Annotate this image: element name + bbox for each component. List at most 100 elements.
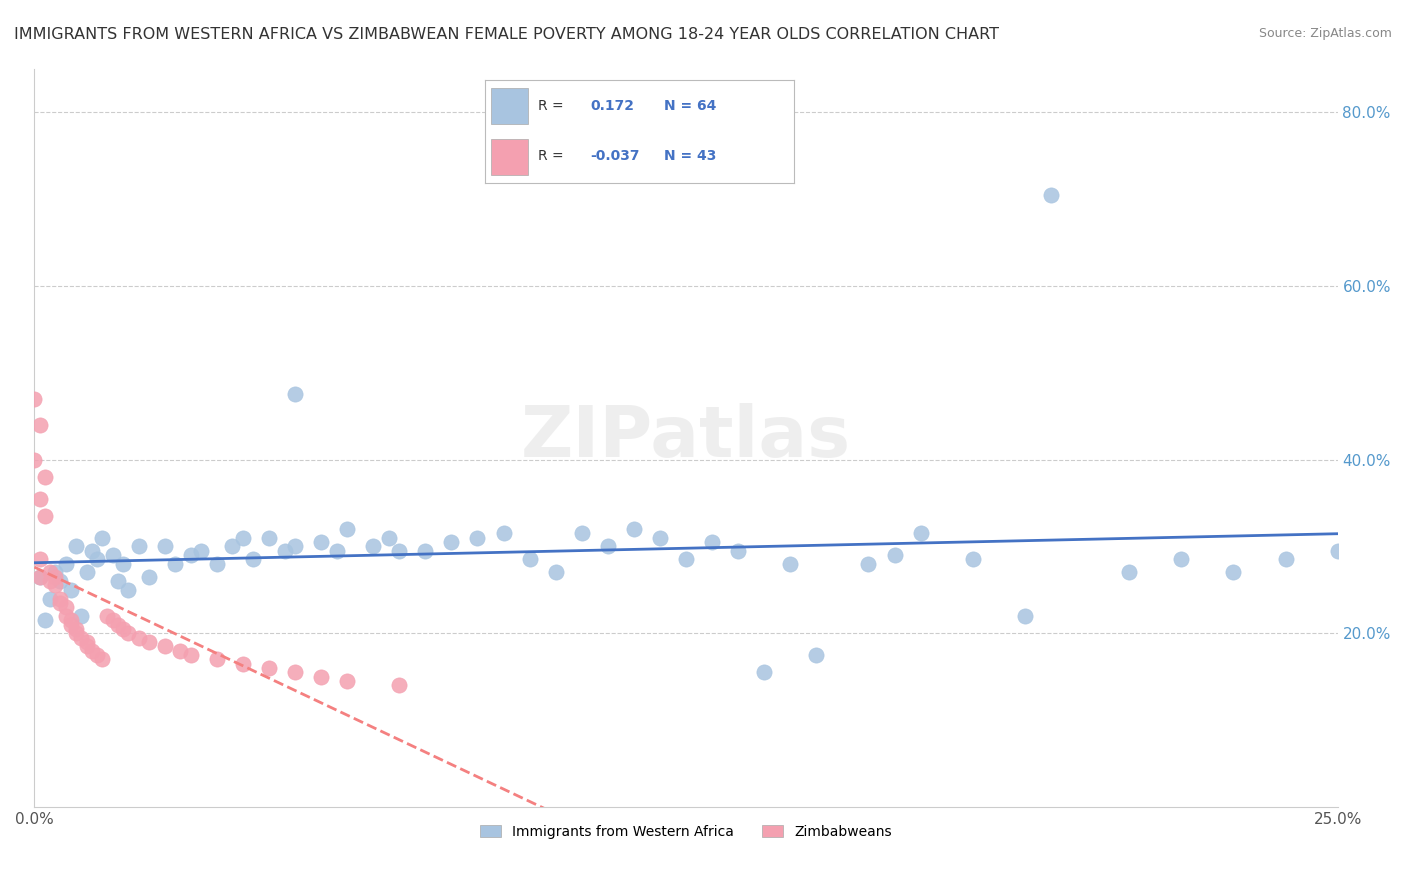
FancyBboxPatch shape xyxy=(491,88,529,124)
Point xyxy=(273,543,295,558)
Point xyxy=(571,526,593,541)
Point xyxy=(309,670,332,684)
Point xyxy=(39,591,62,606)
Point xyxy=(205,557,228,571)
Point xyxy=(101,613,124,627)
Point xyxy=(101,548,124,562)
Point xyxy=(22,452,45,467)
Point xyxy=(28,570,51,584)
Point xyxy=(1222,566,1244,580)
Point xyxy=(858,557,880,571)
Point xyxy=(117,626,139,640)
Point xyxy=(96,608,118,623)
Point xyxy=(257,661,280,675)
Point xyxy=(700,535,723,549)
Point xyxy=(65,626,87,640)
Point xyxy=(44,570,66,584)
Text: Source: ZipAtlas.com: Source: ZipAtlas.com xyxy=(1258,27,1392,40)
Point xyxy=(86,648,108,662)
Point xyxy=(727,543,749,558)
Point xyxy=(962,552,984,566)
Point xyxy=(309,535,332,549)
Point xyxy=(70,631,93,645)
Point xyxy=(49,596,72,610)
Point xyxy=(336,674,359,689)
Point xyxy=(1014,608,1036,623)
Point xyxy=(180,648,202,662)
Point xyxy=(232,657,254,671)
Point xyxy=(44,578,66,592)
Point xyxy=(648,531,671,545)
Point xyxy=(107,617,129,632)
Text: N = 64: N = 64 xyxy=(665,99,717,113)
Point xyxy=(34,508,56,523)
Text: -0.037: -0.037 xyxy=(591,149,640,163)
Point xyxy=(86,552,108,566)
Point xyxy=(883,548,905,562)
Point xyxy=(76,635,98,649)
Point xyxy=(80,643,103,657)
Point xyxy=(440,535,463,549)
Point xyxy=(70,608,93,623)
Text: N = 43: N = 43 xyxy=(665,149,717,163)
Point xyxy=(519,552,541,566)
Point xyxy=(44,566,66,580)
Text: ZIPatlas: ZIPatlas xyxy=(522,403,851,472)
Point xyxy=(28,570,51,584)
Point xyxy=(22,392,45,406)
Point xyxy=(34,613,56,627)
Point xyxy=(180,548,202,562)
Text: IMMIGRANTS FROM WESTERN AFRICA VS ZIMBABWEAN FEMALE POVERTY AMONG 18-24 YEAR OLD: IMMIGRANTS FROM WESTERN AFRICA VS ZIMBAB… xyxy=(14,27,1000,42)
Point xyxy=(59,613,82,627)
Point xyxy=(257,531,280,545)
Point xyxy=(779,557,801,571)
Point xyxy=(80,543,103,558)
Point xyxy=(28,552,51,566)
Legend: Immigrants from Western Africa, Zimbabweans: Immigrants from Western Africa, Zimbabwe… xyxy=(475,820,897,845)
Point xyxy=(232,531,254,545)
Point xyxy=(34,470,56,484)
Point xyxy=(1118,566,1140,580)
Point xyxy=(596,540,619,554)
Point xyxy=(806,648,828,662)
Point xyxy=(128,631,150,645)
FancyBboxPatch shape xyxy=(491,139,529,175)
Point xyxy=(242,552,264,566)
Point xyxy=(221,540,243,554)
Point xyxy=(138,570,160,584)
Point xyxy=(28,491,51,506)
Point xyxy=(190,543,212,558)
Point xyxy=(205,652,228,666)
Point xyxy=(910,526,932,541)
Point xyxy=(117,582,139,597)
Point xyxy=(39,574,62,589)
Point xyxy=(544,566,567,580)
Point xyxy=(336,522,359,536)
Point xyxy=(65,540,87,554)
Point xyxy=(284,665,307,680)
Point xyxy=(153,640,176,654)
Point xyxy=(153,540,176,554)
Point xyxy=(284,387,307,401)
Point xyxy=(325,543,347,558)
Point xyxy=(361,540,384,554)
Point xyxy=(284,540,307,554)
Point xyxy=(623,522,645,536)
Point xyxy=(1274,552,1296,566)
Point xyxy=(49,591,72,606)
Point xyxy=(492,526,515,541)
Point xyxy=(55,557,77,571)
Point xyxy=(378,531,401,545)
Point xyxy=(107,574,129,589)
Point xyxy=(1039,187,1062,202)
Point xyxy=(388,543,411,558)
Point xyxy=(754,665,776,680)
Point xyxy=(49,574,72,589)
Text: 0.172: 0.172 xyxy=(591,99,634,113)
Point xyxy=(675,552,697,566)
Point xyxy=(111,622,134,636)
Point xyxy=(415,543,437,558)
Point xyxy=(59,617,82,632)
Point xyxy=(28,417,51,432)
Point xyxy=(59,582,82,597)
